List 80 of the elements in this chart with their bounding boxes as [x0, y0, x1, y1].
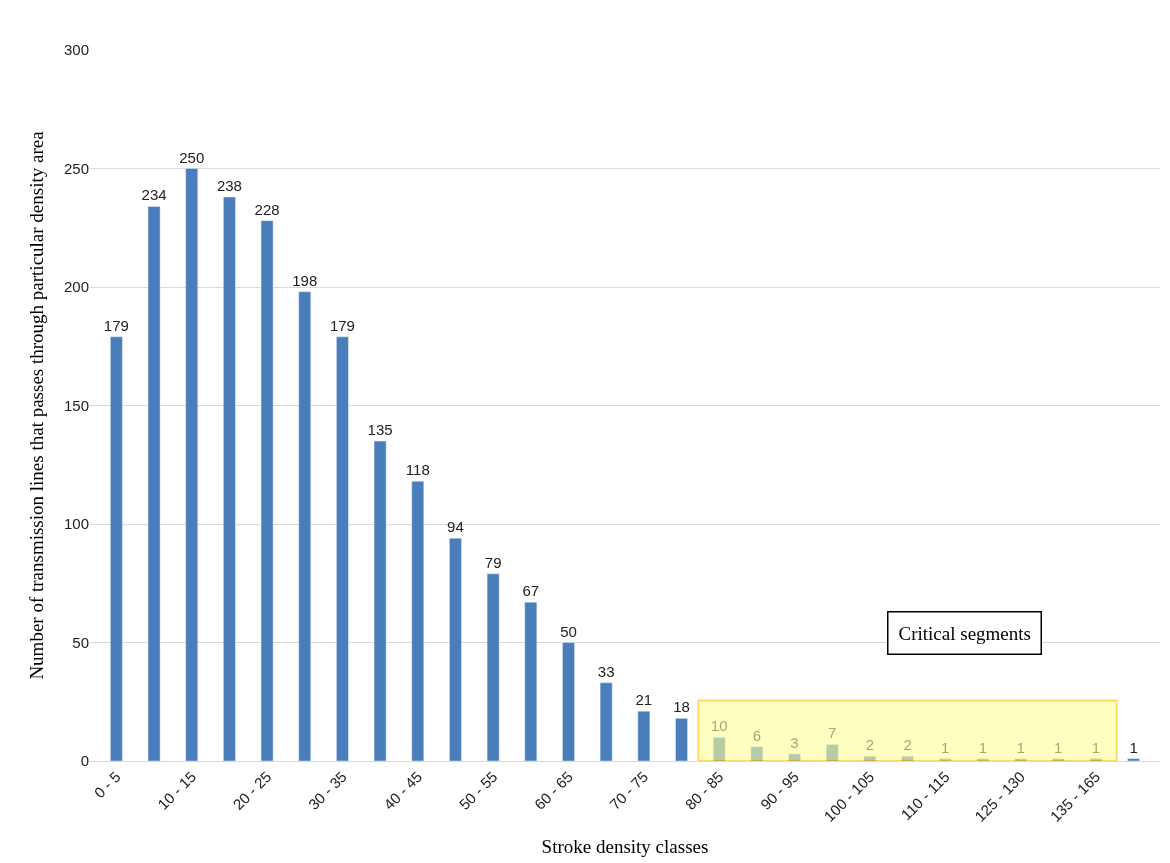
data-label: 198	[292, 271, 318, 289]
bar	[1127, 758, 1140, 761]
x-tick-label: 60 - 65	[530, 767, 576, 813]
x-tick-label: 100 - 105	[820, 767, 878, 825]
data-label: 228	[254, 200, 280, 218]
data-label: 33	[597, 662, 615, 680]
x-axis-title: Stroke density classes	[541, 835, 709, 857]
y-tick-label: 50	[72, 633, 89, 651]
bar	[712, 737, 726, 761]
data-label: 7	[828, 724, 837, 742]
bar	[373, 440, 387, 761]
data-label: 250	[179, 148, 205, 166]
bar	[1052, 758, 1065, 761]
y-tick-label: 150	[63, 396, 89, 414]
data-label: 238	[216, 176, 242, 194]
data-label: 1	[1016, 738, 1025, 756]
x-tick-label: 70 - 75	[606, 767, 652, 813]
bar	[147, 206, 161, 761]
data-label: 50	[560, 622, 577, 640]
bar	[938, 758, 952, 761]
y-tick-label: 0	[80, 752, 89, 770]
x-tick-label: 0 - 5	[90, 767, 124, 802]
bar	[1089, 758, 1103, 761]
data-label: 2	[865, 736, 875, 754]
y-tick-label: 300	[63, 41, 89, 59]
bar	[599, 682, 613, 761]
annotation: Critical segments	[898, 622, 1031, 644]
data-label: 234	[141, 186, 167, 204]
x-tick-label: 50 - 55	[455, 767, 501, 813]
bar	[750, 746, 764, 761]
data-label: 21	[635, 691, 653, 709]
data-label: 94	[447, 518, 464, 536]
x-tick-label: 20 - 25	[229, 767, 275, 813]
bar	[185, 168, 198, 761]
x-tick-label: 80 - 85	[681, 767, 727, 813]
data-label: 135	[367, 421, 393, 439]
bar	[223, 196, 236, 761]
bar	[675, 718, 688, 761]
bar	[825, 744, 839, 761]
bar	[260, 220, 274, 761]
data-label: 118	[405, 461, 430, 479]
x-tick-label: 30 - 35	[304, 767, 350, 813]
x-tick-label: 110 - 115	[897, 767, 953, 824]
y-tick-label: 100	[63, 515, 89, 533]
x-tick-label: 125 - 130	[971, 767, 1029, 825]
data-label: 1	[941, 738, 950, 756]
bar	[562, 642, 575, 761]
data-label: 179	[329, 316, 355, 334]
data-label: 1	[1091, 738, 1101, 756]
bar	[524, 601, 538, 761]
bar	[788, 753, 801, 761]
y-axis-title: Number of transmission lines that passes through particular density area	[25, 130, 47, 680]
data-label: 6	[752, 726, 762, 744]
bar	[486, 573, 500, 761]
bar	[1014, 758, 1027, 761]
bar	[411, 481, 425, 761]
data-label: 67	[522, 582, 540, 600]
y-tick-label: 250	[63, 159, 89, 177]
data-label: 79	[484, 553, 502, 571]
x-tick-label: 90 - 95	[756, 767, 802, 813]
x-tick-label: 40 - 45	[380, 767, 426, 813]
x-tick-label: 135 - 165	[1046, 767, 1104, 825]
bar	[449, 537, 462, 761]
bar	[901, 756, 914, 761]
data-label: 18	[673, 698, 690, 716]
bar	[336, 336, 349, 761]
data-label: 3	[790, 733, 799, 751]
data-label: 2	[903, 736, 912, 754]
data-label: 1	[978, 738, 988, 756]
x-tick-label: 10 - 15	[154, 767, 200, 813]
data-label: 1	[1129, 738, 1138, 756]
bar	[976, 758, 990, 761]
bar	[110, 336, 123, 761]
bar	[637, 710, 651, 761]
data-label: 1	[1054, 738, 1063, 756]
data-label: 179	[103, 316, 129, 334]
bar	[863, 756, 877, 761]
bar	[298, 291, 312, 761]
y-tick-label: 200	[63, 278, 89, 296]
data-label: 10	[710, 717, 728, 735]
